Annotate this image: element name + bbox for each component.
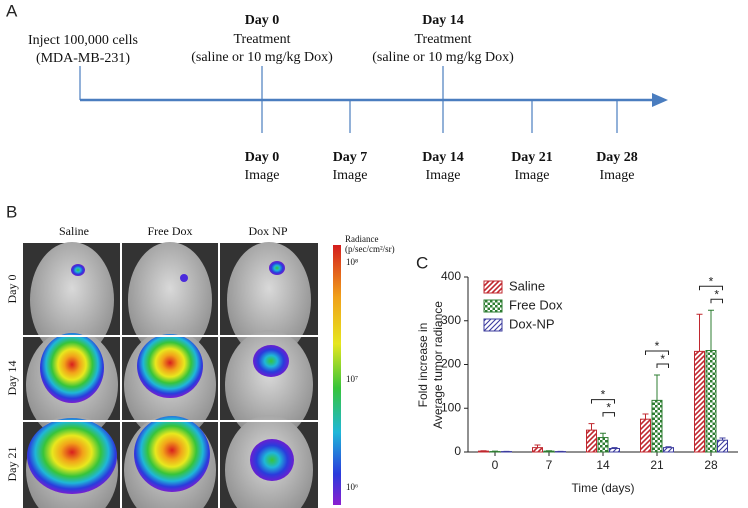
treatment-text: (saline or 10 mg/kg Dox)	[191, 50, 333, 65]
row-label: Day 21	[5, 447, 19, 482]
row-label: Day 0	[5, 275, 19, 304]
bar	[532, 447, 543, 453]
error-bar	[611, 447, 618, 449]
image-text: Image	[333, 168, 368, 183]
bar	[640, 418, 651, 453]
x-tick-label: 14	[596, 458, 610, 472]
image-text: Image	[600, 168, 635, 183]
inject-text: (MDA-MB-231)	[36, 51, 130, 66]
x-tick-label: 21	[650, 458, 664, 472]
error-bar	[534, 444, 541, 448]
significance-label: *	[606, 401, 611, 415]
error-bar	[600, 432, 606, 438]
significance-label: *	[660, 352, 665, 366]
inject-text: Inject 100,000 cells	[28, 33, 138, 48]
error-bar	[696, 313, 703, 352]
bar	[586, 429, 597, 453]
image-day: Day 7	[333, 150, 368, 165]
colorbar-tick-label: 10⁶	[346, 482, 358, 492]
significance-bracket	[602, 412, 615, 417]
error-bar	[588, 423, 595, 431]
y-tick-label: 400	[441, 269, 461, 283]
bar	[705, 350, 717, 453]
bar	[478, 450, 489, 453]
y-axis-label: Fold increase in	[416, 323, 430, 408]
bar	[717, 439, 728, 453]
colorbar-tick-label: 10⁷	[346, 374, 358, 384]
image-day: Day 28	[596, 150, 638, 165]
y-tick-label: 0	[454, 444, 461, 458]
row-label: Day 14	[5, 361, 19, 396]
treatment-text: (saline or 10 mg/kg Dox)	[372, 50, 514, 65]
significance-bracket	[591, 399, 615, 404]
legend-swatch	[483, 280, 503, 294]
panel-label: C	[416, 253, 428, 272]
panel-label: A	[6, 1, 18, 20]
column-label: Dox NP	[248, 224, 287, 238]
column-label: Free Dox	[148, 224, 193, 238]
significance-label: *	[714, 287, 719, 301]
column-label: Saline	[59, 224, 89, 238]
error-bar	[719, 437, 726, 441]
x-axis-label: Time (days)	[572, 481, 635, 495]
y-axis-label: Average tumor radiance	[431, 301, 445, 429]
y-tick-label: 200	[441, 357, 461, 371]
colorbar-tick-label: 10⁸	[346, 257, 358, 267]
significance-label: *	[709, 274, 714, 288]
bar	[597, 437, 609, 453]
image-text: Image	[245, 168, 280, 183]
colorbar-unit: (p/sec/cm²/sr)	[345, 244, 395, 254]
significance-label: *	[601, 388, 606, 402]
treatment-day: Day 14	[422, 13, 464, 28]
legend-swatch	[483, 318, 503, 332]
image-day: Day 14	[422, 150, 464, 165]
treatment-day: Day 0	[245, 13, 280, 28]
bar	[609, 448, 620, 453]
legend-label: Saline	[509, 278, 545, 293]
significance-label: *	[655, 339, 660, 353]
image-day: Day 21	[511, 150, 553, 165]
timeline-arrow	[652, 93, 668, 107]
panel-label: B	[6, 202, 17, 221]
significance-bracket	[645, 350, 669, 355]
colorbar	[333, 245, 341, 505]
legend-label: Free Dox	[509, 297, 563, 312]
bar	[543, 450, 555, 453]
x-tick-label: 7	[546, 458, 553, 472]
legend-label: Dox-NP	[509, 316, 555, 331]
bar	[651, 399, 663, 453]
image-grid	[23, 242, 318, 508]
error-bar	[642, 413, 649, 420]
treatment-text: Treatment	[233, 32, 290, 47]
bar	[694, 350, 705, 453]
significance-bracket	[699, 285, 723, 291]
error-bar	[708, 309, 714, 351]
significance-bracket	[710, 298, 723, 304]
y-tick-label: 300	[441, 313, 461, 327]
error-bar	[665, 446, 672, 448]
significance-bracket	[656, 363, 669, 368]
x-tick-label: 0	[492, 458, 499, 472]
image-text: Image	[515, 168, 550, 183]
image-text: Image	[426, 168, 461, 183]
bar	[663, 447, 674, 453]
image-day: Day 0	[245, 150, 280, 165]
legend-swatch	[483, 299, 503, 313]
treatment-text: Treatment	[414, 32, 471, 47]
x-tick-label: 28	[704, 458, 718, 472]
error-bar	[654, 374, 660, 401]
y-tick-label: 100	[441, 400, 461, 414]
colorbar-title: Radiance	[345, 234, 378, 244]
